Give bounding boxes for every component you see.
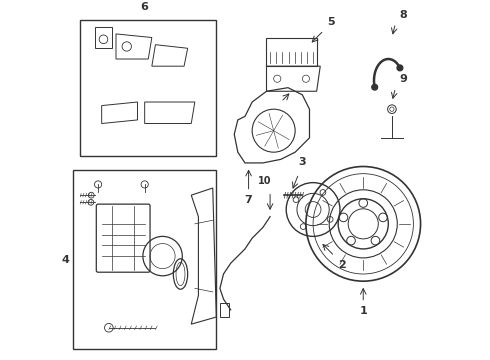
Text: 8: 8 — [399, 10, 407, 19]
Bar — [80, 19, 216, 156]
Text: 1: 1 — [359, 306, 367, 316]
Bar — [73, 170, 216, 349]
Bar — [220, 303, 229, 317]
Text: 3: 3 — [298, 157, 306, 167]
Text: 5: 5 — [327, 17, 335, 27]
Text: 6: 6 — [141, 3, 148, 13]
Text: 10: 10 — [258, 176, 271, 186]
Circle shape — [397, 65, 403, 71]
Text: 7: 7 — [245, 195, 252, 205]
Text: 2: 2 — [338, 260, 346, 270]
Circle shape — [372, 84, 378, 90]
Text: 9: 9 — [399, 74, 407, 84]
Text: 4: 4 — [62, 255, 70, 265]
